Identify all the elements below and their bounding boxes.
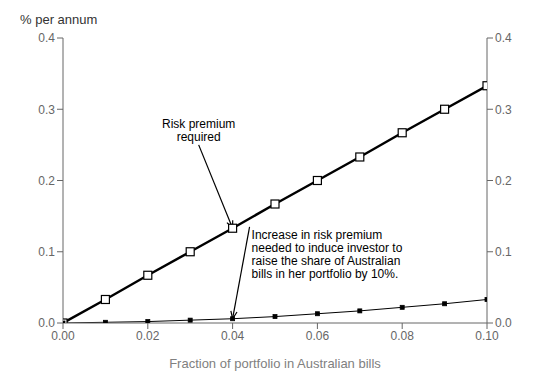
svg-text:Fraction of portfolio in Austr: Fraction of portfolio in Australian bill…	[169, 356, 381, 371]
html-text:% per annum: % per annum	[20, 12, 98, 27]
svg-text:0.3: 0.3	[495, 103, 512, 117]
svg-text:0.4: 0.4	[38, 31, 55, 45]
svg-text:Increase in risk premiumneeded: Increase in risk premiumneeded to induce…	[252, 228, 403, 281]
svg-text:0.1: 0.1	[495, 245, 512, 259]
svg-text:Risk premiumrequired: Risk premiumrequired	[162, 117, 235, 144]
svg-text:0.02: 0.02	[136, 329, 160, 343]
svg-text:0.4: 0.4	[495, 31, 512, 45]
svg-text:0.08: 0.08	[391, 329, 415, 343]
svg-text:0.04: 0.04	[221, 329, 245, 343]
svg-text:0.10: 0.10	[475, 329, 499, 343]
svg-text:0.06: 0.06	[306, 329, 330, 343]
svg-text:0.0: 0.0	[38, 316, 55, 330]
svg-text:0.0: 0.0	[495, 316, 512, 330]
svg-text:0.2: 0.2	[495, 174, 512, 188]
svg-text:0.3: 0.3	[38, 103, 55, 117]
svg-text:0.1: 0.1	[38, 245, 55, 259]
svg-text:0.2: 0.2	[38, 174, 55, 188]
svg-text:0.00: 0.00	[51, 329, 75, 343]
